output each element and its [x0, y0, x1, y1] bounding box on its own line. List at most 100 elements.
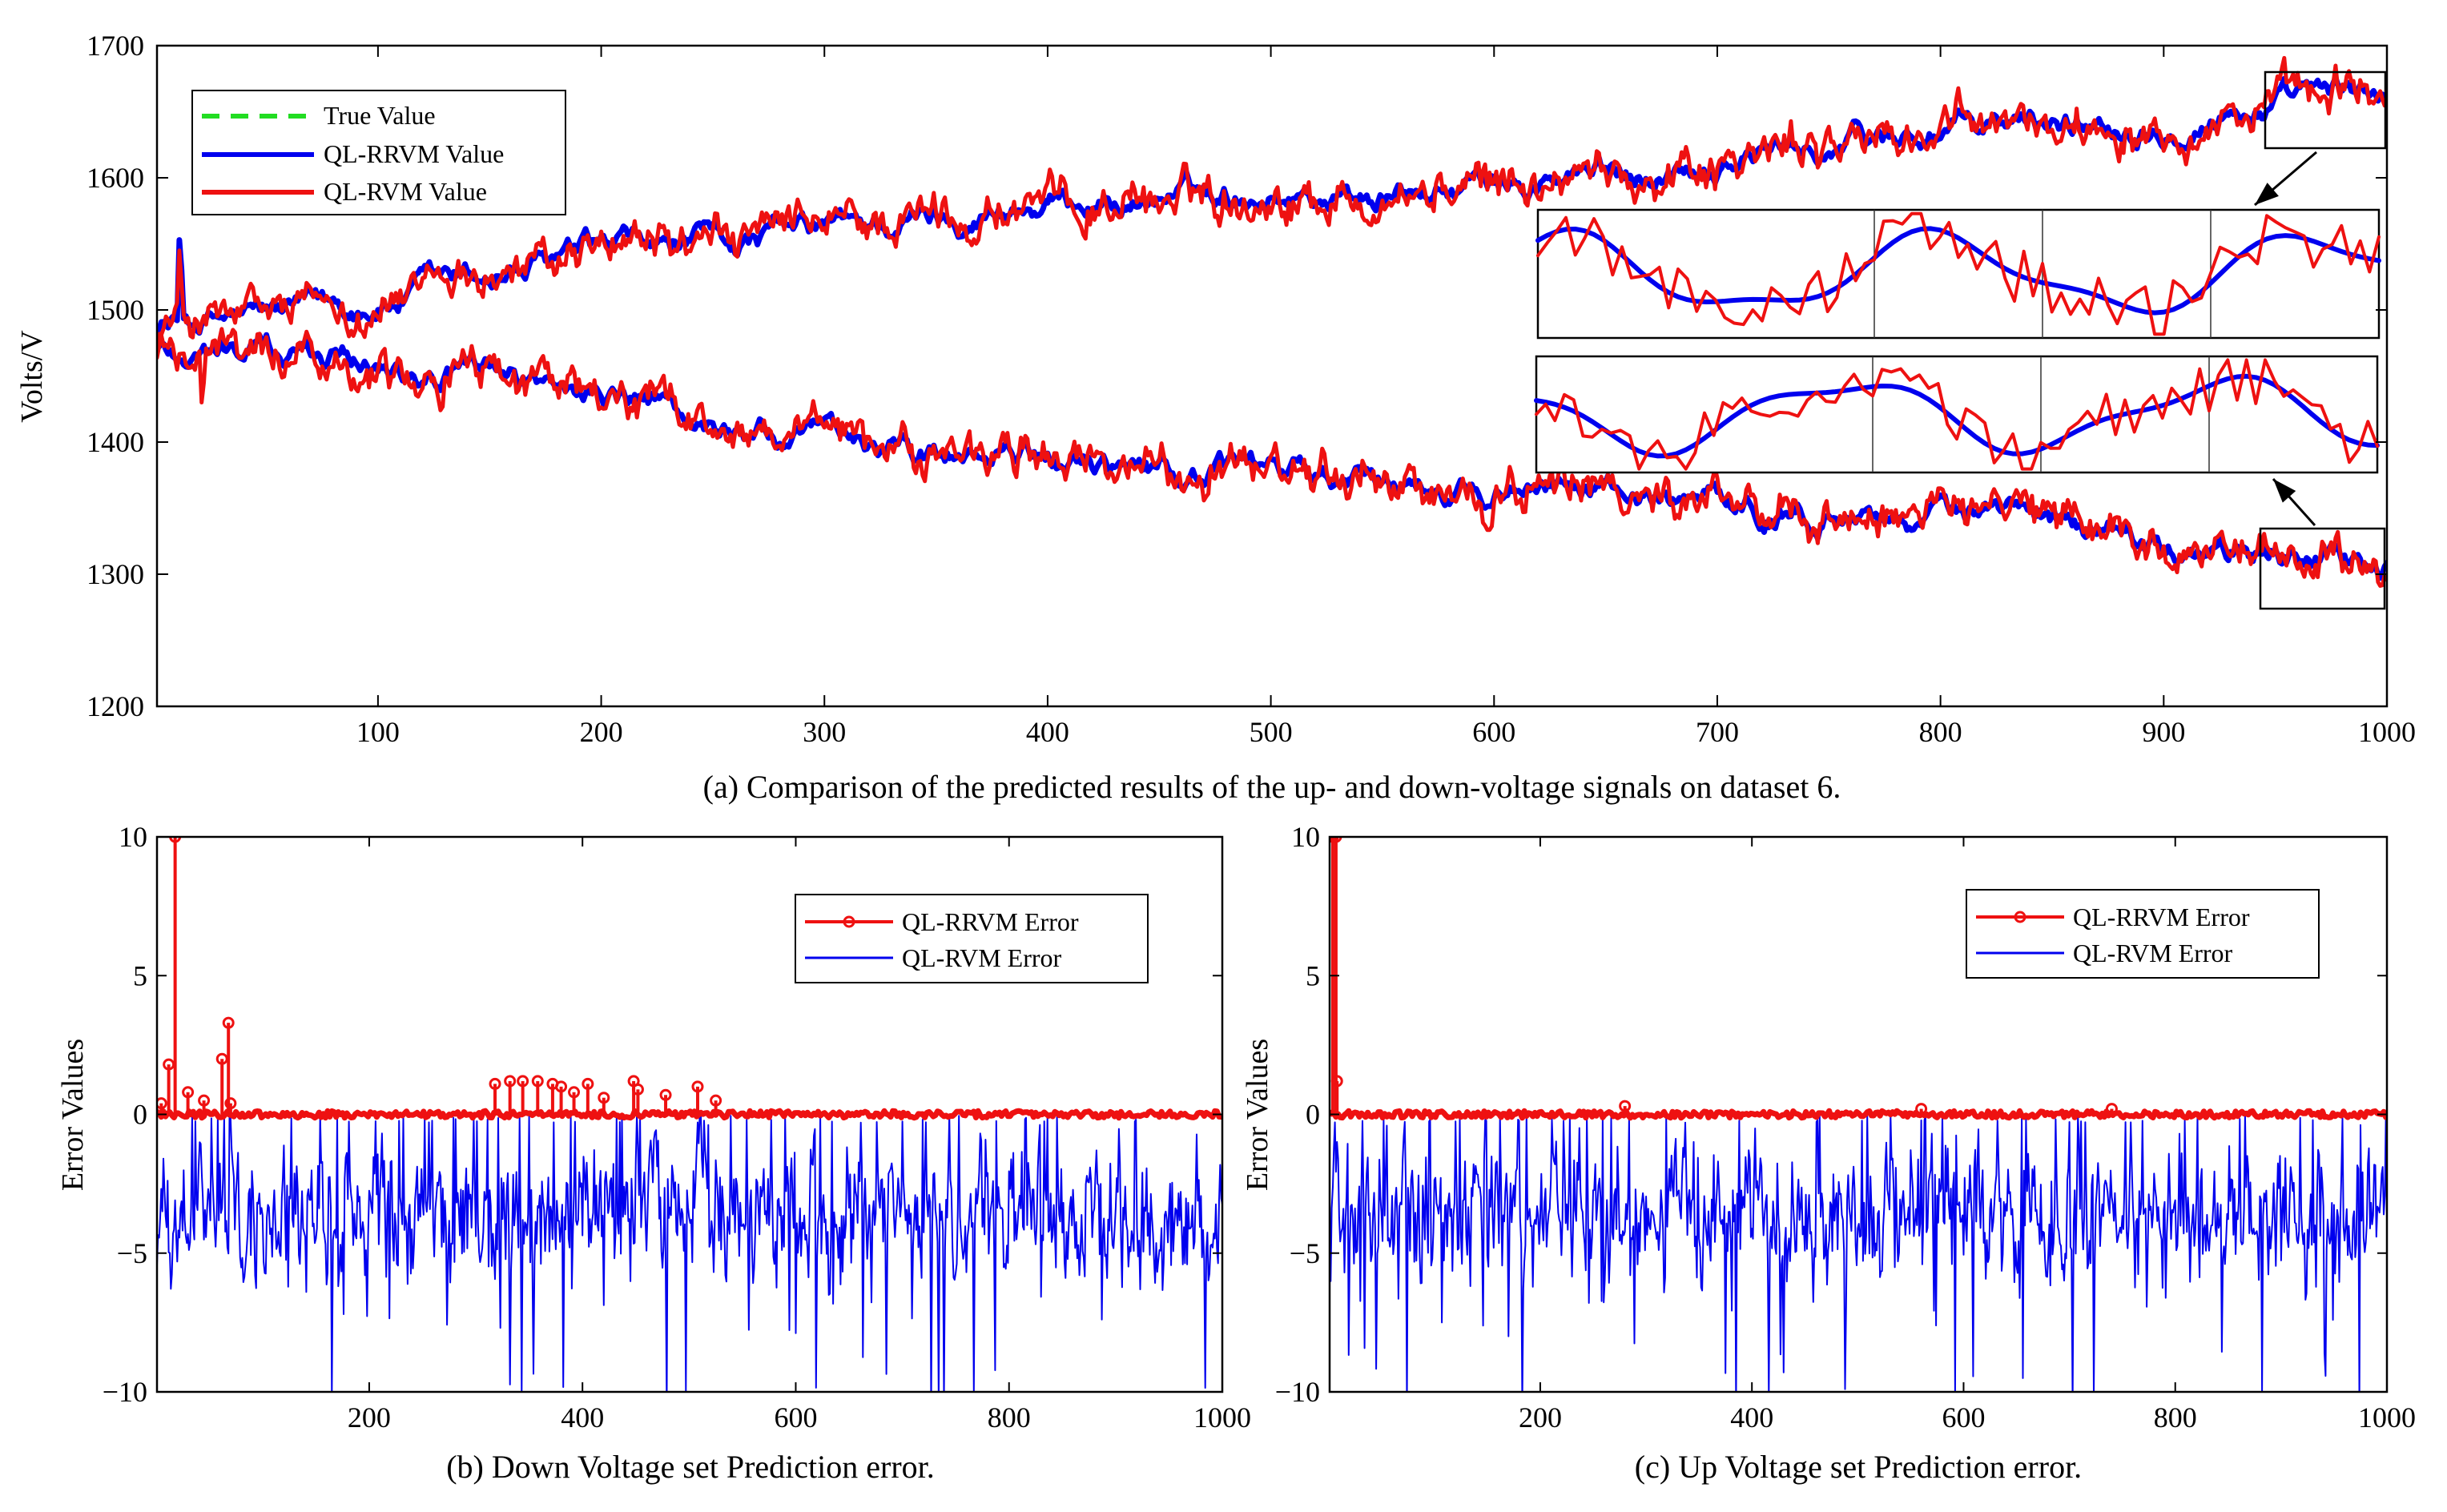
chart-b-legend: QL-RRVM Error QL-RVM Error: [795, 894, 1149, 983]
zoom-box: [2259, 527, 2386, 610]
legend-b-marker-rrvm: [843, 915, 855, 928]
x-tick-label: 200: [1519, 1401, 1562, 1434]
y-tick-label: −10: [103, 1376, 147, 1408]
y-tick-label: 1300: [87, 558, 144, 590]
rrvm-error-marker: [691, 1080, 704, 1093]
series-rrvm-error: [157, 1108, 1222, 1121]
x-tick-label: 100: [356, 716, 400, 748]
inset-rvm-line: [1535, 358, 2379, 471]
x-tick-label: 1000: [2358, 1401, 2416, 1434]
rrvm-error-marker: [517, 1075, 529, 1088]
legend-c-marker-rrvm: [2014, 911, 2026, 923]
rrvm-error-marker: [157, 1097, 167, 1110]
x-tick-label: 200: [580, 716, 623, 748]
rrvm-error-marker: [224, 1097, 237, 1110]
series-rrvm-error: [1330, 1108, 2387, 1121]
y-tick-label: 1600: [87, 162, 144, 194]
x-tick-label: 800: [1919, 716, 1962, 748]
rrvm-error-marker: [555, 1080, 568, 1093]
chart-c-y-label: Error Values: [1241, 1039, 1274, 1191]
chart-b-y-ticks: −10 −5 0 5 10: [103, 821, 1222, 1408]
y-tick-label: 5: [1306, 959, 1320, 991]
legend-c-label-rvm: QL-RVM Error: [2073, 939, 2233, 967]
rrvm-error-marker: [489, 1077, 501, 1090]
rrvm-error-marker: [659, 1088, 672, 1101]
chart-a-caption: (a) Comparison of the predicted results …: [703, 769, 1841, 805]
rrvm-error-marker: [582, 1077, 594, 1090]
chart-b-series: [157, 837, 1222, 1392]
x-tick-label: 700: [1696, 716, 1739, 748]
y-tick-label: 10: [1291, 821, 1320, 853]
legend-b-label-rrvm: QL-RRVM Error: [902, 907, 1079, 936]
rrvm-error-marker: [2105, 1103, 2118, 1116]
series-rvm-up: [157, 55, 2387, 347]
rrvm-error-marker: [1619, 1100, 1632, 1112]
chart-b-y-label: Error Values: [56, 1039, 90, 1191]
x-tick-label: 500: [1250, 716, 1293, 748]
chart-b-x-ticks: 200 400 600 800 1000: [348, 837, 1251, 1434]
y-tick-label: −5: [117, 1237, 147, 1269]
rrvm-error-marker: [182, 1086, 195, 1099]
x-tick-label: 800: [2154, 1401, 2197, 1434]
y-tick-label: 0: [133, 1099, 147, 1131]
x-tick-label: 1000: [2358, 716, 2416, 748]
rrvm-error-marker: [1915, 1103, 1928, 1116]
x-tick-label: 900: [2142, 716, 2185, 748]
chart-a-legend: True Value QL-RRVM Value QL-RVM Value: [191, 90, 566, 215]
chart-a-series: [157, 55, 2387, 588]
chart-c-frame: [1328, 835, 2389, 1393]
x-tick-label: 1000: [1193, 1401, 1251, 1434]
x-tick-label: 600: [1942, 1401, 1985, 1434]
legend-a-label-rvm: QL-RVM Value: [324, 177, 487, 206]
rrvm-error-marker: [1330, 1075, 1343, 1088]
inset-rrvm-line: [1534, 373, 2380, 459]
series-rvm-error: [1330, 1113, 2387, 1392]
chart-a: 100 200 300 400 500 600 700 800 900 1000 1200 1300…: [15, 30, 2416, 805]
chart-c-x-ticks: 200 400 600 800 1000: [1519, 837, 2416, 1434]
inset-rvm-line: [1536, 211, 2381, 336]
legend-a-label-true: True Value: [324, 101, 436, 130]
chart-c-y-ticks: −10 −5 0 5 10: [1275, 821, 2387, 1408]
rrvm-error-marker: [198, 1094, 211, 1107]
y-tick-label: 1400: [87, 426, 144, 458]
y-tick-label: 1200: [87, 690, 144, 722]
x-tick-label: 600: [774, 1401, 817, 1434]
rrvm-error-marker: [568, 1086, 581, 1099]
y-tick-label: −5: [1290, 1237, 1320, 1269]
rrvm-error-marker: [169, 837, 182, 843]
y-tick-label: 1700: [87, 30, 144, 62]
zoom-inset: [1536, 208, 2381, 340]
rrvm-error-marker: [710, 1094, 722, 1107]
rrvm-error-marker: [222, 1016, 235, 1029]
y-tick-label: −10: [1275, 1376, 1320, 1408]
y-tick-label: 1500: [87, 294, 144, 326]
y-tick-label: 0: [1306, 1099, 1320, 1131]
chart-c-caption: (c) Up Voltage set Prediction error.: [1635, 1449, 2082, 1485]
chart-a-insets: [1534, 70, 2387, 610]
y-tick-label: 5: [133, 959, 147, 991]
x-tick-label: 800: [988, 1401, 1031, 1434]
x-tick-label: 400: [1026, 716, 1069, 748]
x-tick-label: 200: [348, 1401, 391, 1434]
rrvm-error-marker: [598, 1092, 610, 1104]
chart-c-legend: QL-RRVM Error QL-RVM Error: [1966, 889, 2320, 979]
zoom-arrowhead: [2273, 479, 2296, 503]
chart-a-y-ticks: 1200 1300 1400 1500 1600 1700: [87, 30, 2387, 722]
rrvm-error-marker: [504, 1075, 517, 1088]
y-tick-label: 10: [119, 821, 147, 853]
rrvm-error-marker: [531, 1075, 544, 1088]
x-tick-label: 400: [561, 1401, 604, 1434]
x-tick-label: 400: [1730, 1401, 1773, 1434]
series-rvm-down: [157, 327, 2387, 588]
x-tick-label: 300: [803, 716, 846, 748]
rrvm-error-marker: [1330, 837, 1342, 843]
chart-b-caption: (b) Down Voltage set Prediction error.: [446, 1449, 935, 1485]
legend-b-label-rvm: QL-RVM Error: [902, 943, 1062, 972]
chart-a-x-ticks: 100 200 300 400 500 600 700 800 900 1000: [356, 46, 2416, 748]
rrvm-error-marker: [631, 1083, 644, 1096]
chart-a-y-label: Volts/V: [15, 330, 49, 423]
zoom-box: [2264, 70, 2387, 150]
